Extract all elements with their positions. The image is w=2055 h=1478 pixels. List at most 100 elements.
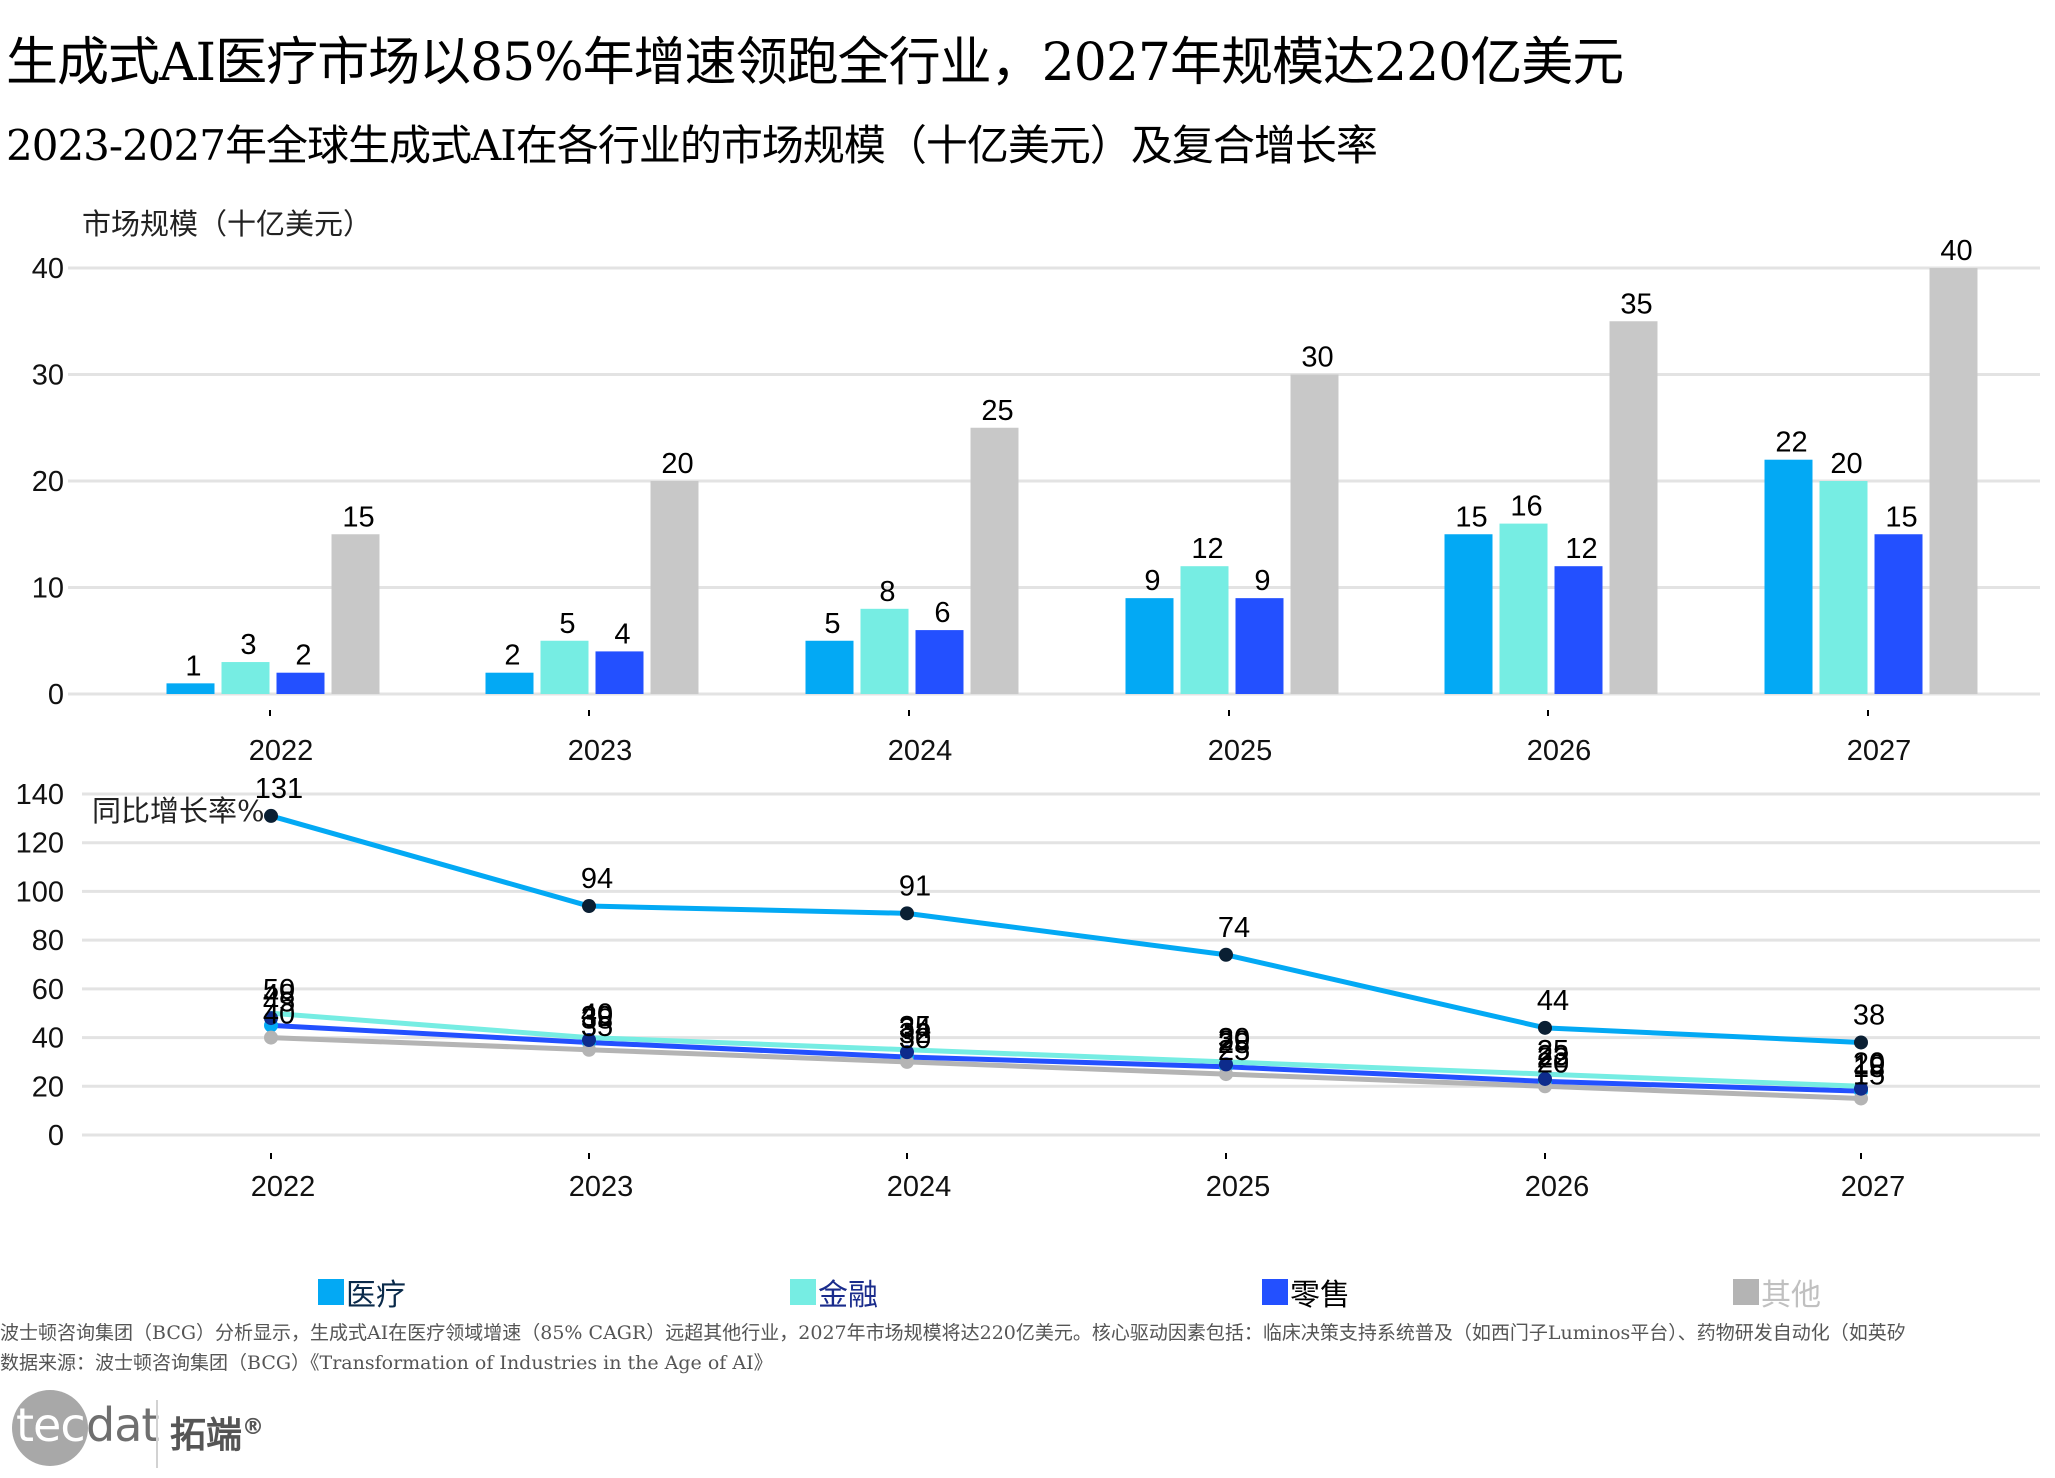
line-data-label: 22 bbox=[1537, 1042, 1569, 1074]
line-y-axis-label: 同比增长率% bbox=[92, 794, 265, 828]
logo-cn-label: 拓端 bbox=[170, 1415, 243, 1456]
line-data-label: 15 bbox=[1853, 1059, 1885, 1091]
line-marker-extra bbox=[582, 1033, 596, 1048]
legend-swatch-finance bbox=[790, 1279, 816, 1305]
bar-金融-2025 bbox=[1180, 566, 1229, 694]
line-y-tick-label: 120 bbox=[16, 828, 64, 860]
line-y-tick-label: 80 bbox=[32, 925, 64, 957]
legend-item-medical[interactable]: 医疗 bbox=[318, 1270, 406, 1314]
line-data-label: 30 bbox=[1218, 1023, 1250, 1055]
line-data-label: 19 bbox=[1853, 1050, 1885, 1082]
bar-data-label: 8 bbox=[879, 576, 895, 608]
line-marker-extra bbox=[900, 1045, 914, 1060]
chart-subtitle: 2023-2027年全球生成式AI在各行业的市场规模（十亿美元）及复合增长率 bbox=[6, 121, 1378, 170]
line-series-零售 bbox=[270, 1022, 1862, 1094]
line-marker-医疗 bbox=[1854, 1035, 1868, 1050]
line-marker-extra bbox=[264, 1011, 278, 1026]
logo-text-tec: tec bbox=[16, 1398, 86, 1452]
bar-data-label: 40 bbox=[1940, 235, 1972, 267]
line-y-tick-label: 100 bbox=[16, 876, 64, 908]
line-x-tick-label: 2024 bbox=[887, 1171, 952, 1203]
bar-data-label: 22 bbox=[1775, 427, 1807, 459]
brand-logo: tec dat 拓端® bbox=[4, 1388, 304, 1472]
bar-x-tick-label: 2023 bbox=[568, 735, 633, 767]
bar-零售-2026 bbox=[1554, 566, 1603, 694]
line-marker-extra bbox=[1538, 1071, 1552, 1086]
bar-data-label: 5 bbox=[824, 608, 840, 640]
bar-y-axis-label: 市场规模（十亿美元） bbox=[82, 207, 372, 241]
line-data-label: 34 bbox=[899, 1013, 931, 1045]
line-data-label: 35 bbox=[899, 1011, 931, 1043]
legend-swatch-retail bbox=[1262, 1279, 1288, 1305]
line-data-label: 30 bbox=[899, 1023, 931, 1055]
line-chart: 0 20 40 60 80 100 120 140 同比增长率% 131 94 91 74 44 38 5… bbox=[16, 773, 2040, 1203]
bar-金融-2026 bbox=[1499, 523, 1548, 694]
footer-note: 波士顿咨询集团（BCG）分析显示，生成式AI在医疗领域增速（85% CAGR）远… bbox=[0, 1322, 1906, 1344]
bar-金融-2022 bbox=[221, 662, 270, 694]
line-y-tick-label: 40 bbox=[32, 1023, 64, 1055]
line-data-label: 44 bbox=[1537, 985, 1569, 1017]
line-x-tick-label: 2022 bbox=[251, 1171, 316, 1203]
line-marker-医疗 bbox=[900, 906, 914, 921]
legend-item-other[interactable]: 其他 bbox=[1733, 1270, 1821, 1314]
line-data-label: 39 bbox=[581, 1001, 613, 1033]
legend-label: 金融 bbox=[818, 1278, 878, 1313]
bar-x-tick-label: 2025 bbox=[1208, 735, 1273, 767]
line-data-label: 20 bbox=[1853, 1047, 1885, 1079]
line-data-label: 40 bbox=[263, 999, 295, 1031]
line-marker-其他 bbox=[1854, 1091, 1868, 1106]
line-marker-extra bbox=[1854, 1081, 1868, 1096]
line-marker-其他 bbox=[1219, 1067, 1233, 1082]
bar-医疗-2027 bbox=[1764, 459, 1813, 694]
line-y-tick-label: 0 bbox=[48, 1120, 64, 1152]
legend-label: 其他 bbox=[1761, 1278, 1821, 1313]
line-marker-医疗 bbox=[264, 808, 278, 823]
bar-金融-2024 bbox=[860, 608, 909, 694]
legend-label: 医疗 bbox=[346, 1278, 406, 1313]
line-marker-其他 bbox=[264, 1030, 278, 1045]
legend-item-retail[interactable]: 零售 bbox=[1262, 1270, 1350, 1314]
line-series-金融 bbox=[270, 1010, 1862, 1089]
bar-data-label: 9 bbox=[1254, 565, 1270, 597]
line-data-label: 131 bbox=[255, 773, 303, 805]
line-marker-extra bbox=[1219, 1057, 1233, 1072]
line-data-label: 94 bbox=[581, 863, 613, 895]
line-data-label: 29 bbox=[1218, 1025, 1250, 1057]
bar-data-label: 2 bbox=[504, 640, 520, 672]
bar-零售-2025 bbox=[1235, 598, 1284, 694]
line-data-label: 23 bbox=[1537, 1040, 1569, 1072]
bar-data-label: 15 bbox=[1455, 501, 1487, 533]
line-data-label: 38 bbox=[1853, 999, 1885, 1031]
bar-其他-2022 bbox=[331, 534, 380, 694]
line-series-其他 bbox=[270, 1035, 1862, 1101]
logo-text-dat: dat bbox=[86, 1398, 159, 1452]
legend-swatch-medical bbox=[318, 1279, 344, 1305]
legend-item-finance[interactable]: 金融 bbox=[790, 1270, 878, 1314]
bar-金融-2023 bbox=[540, 640, 589, 694]
bar-data-label: 1 bbox=[185, 650, 201, 682]
line-x-tick-label: 2023 bbox=[569, 1171, 634, 1203]
line-data-label: 91 bbox=[899, 870, 931, 902]
bar-零售-2024 bbox=[915, 630, 964, 694]
logo-text-cn: 拓端® bbox=[170, 1406, 264, 1458]
line-data-label: 32 bbox=[899, 1018, 931, 1050]
bar-x-tick-label: 2022 bbox=[249, 735, 314, 767]
bar-data-label: 15 bbox=[342, 501, 374, 533]
bar-data-label: 20 bbox=[661, 448, 693, 480]
line-data-label: 45 bbox=[263, 986, 295, 1018]
chart-title: 生成式AI医疗市场以85%年增速领跑全行业，2027年规模达220亿美元 bbox=[6, 33, 1624, 93]
legend-swatch-other bbox=[1733, 1279, 1759, 1305]
bar-零售-2022 bbox=[276, 672, 325, 694]
line-marker-医疗 bbox=[1219, 947, 1233, 962]
logo-registered: ® bbox=[242, 1415, 265, 1440]
bar-y-tick-label: 40 bbox=[32, 253, 64, 285]
bar-其他-2027 bbox=[1929, 268, 1978, 694]
line-x-tick-label: 2026 bbox=[1525, 1171, 1590, 1203]
bar-data-label: 25 bbox=[981, 395, 1013, 427]
bar-data-label: 12 bbox=[1565, 533, 1597, 565]
line-data-label: 38 bbox=[581, 1003, 613, 1035]
bar-零售-2027 bbox=[1874, 534, 1923, 694]
line-y-tick-label: 60 bbox=[32, 974, 64, 1006]
line-x-tick-label: 2027 bbox=[1841, 1171, 1906, 1203]
bar-医疗-2026 bbox=[1444, 534, 1493, 694]
